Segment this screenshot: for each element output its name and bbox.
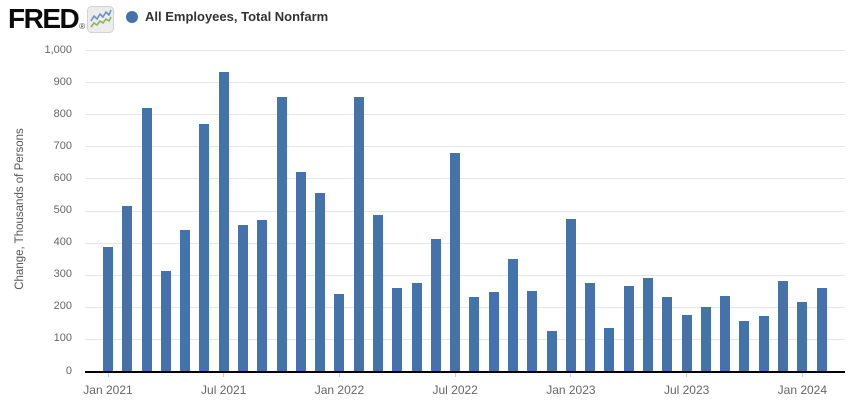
- bar-chart-plot-area[interactable]: [85, 50, 845, 371]
- y-tick-label-500: 500: [53, 204, 72, 216]
- bar-apr-2023[interactable]: [623, 285, 634, 371]
- x-tick-label-jan-2022: Jan 2022: [314, 383, 365, 397]
- bar-nov-2022[interactable]: [527, 290, 538, 371]
- bar-feb-2022[interactable]: [353, 96, 364, 371]
- fred-logo[interactable]: FRED ®: [8, 3, 115, 34]
- x-tick-label-jul-2021: Jul 2021: [201, 383, 247, 397]
- y-tick-label-0: 0: [65, 364, 72, 377]
- bar-mar-2021[interactable]: [141, 107, 152, 371]
- bar-jul-2023[interactable]: [681, 314, 692, 371]
- y-tick-label-700: 700: [53, 139, 72, 152]
- bar-sep-2021[interactable]: [257, 220, 268, 371]
- bar-oct-2022[interactable]: [508, 258, 519, 371]
- bar-aug-2023[interactable]: [700, 306, 711, 371]
- bar-apr-2022[interactable]: [392, 287, 403, 371]
- y-tick-label-900: 900: [53, 75, 72, 88]
- gridline-700: [85, 146, 845, 148]
- bar-oct-2023[interactable]: [739, 321, 750, 371]
- bar-jun-2023[interactable]: [662, 297, 673, 371]
- gridline-800: [85, 114, 845, 116]
- x-tick-mark-jul-2022: [454, 373, 456, 377]
- bar-aug-2022[interactable]: [469, 297, 480, 371]
- bar-jun-2021[interactable]: [199, 123, 210, 371]
- bar-jan-2024[interactable]: [797, 301, 808, 371]
- bar-jul-2021[interactable]: [218, 72, 229, 371]
- y-tick-label-800: 800: [53, 107, 72, 120]
- bar-may-2022[interactable]: [411, 282, 422, 371]
- bar-apr-2021[interactable]: [160, 271, 171, 371]
- y-tick-label-400: 400: [53, 236, 72, 249]
- y-tick-label-200: 200: [53, 300, 72, 313]
- bar-jan-2023[interactable]: [565, 218, 576, 371]
- bar-dec-2022[interactable]: [546, 330, 557, 371]
- bar-jan-2021[interactable]: [103, 247, 113, 371]
- x-tick-label-jan-2023: Jan 2023: [546, 383, 596, 397]
- bar-jul-2022[interactable]: [450, 152, 461, 371]
- gridline-600: [85, 178, 845, 180]
- bar-oct-2021[interactable]: [276, 96, 287, 371]
- legend-label: All Employees, Total Nonfarm: [145, 9, 329, 24]
- fred-logo-text: FRED: [8, 3, 80, 34]
- gridline-500: [85, 210, 845, 212]
- bar-jan-2022[interactable]: [334, 293, 345, 371]
- y-tick-label-600: 600: [53, 171, 72, 184]
- x-tick-mark-jan-2023: [570, 373, 572, 377]
- bar-nov-2023[interactable]: [758, 316, 769, 371]
- gridline-100: [85, 338, 845, 340]
- gridline-300: [85, 274, 845, 276]
- x-tick-label-jan-2021: Jan 2021: [83, 383, 133, 397]
- gridline-1000: [85, 50, 845, 51]
- bar-jun-2022[interactable]: [430, 239, 441, 371]
- fred-logo-sparkline-icon: [87, 5, 115, 33]
- x-tick-mark-jul-2023: [686, 373, 688, 377]
- x-tick-mark-jan-2022: [338, 373, 340, 377]
- bar-feb-2023[interactable]: [585, 282, 596, 371]
- bar-may-2021[interactable]: [180, 229, 191, 371]
- y-tick-label-300: 300: [53, 268, 72, 281]
- bar-aug-2021[interactable]: [238, 224, 248, 371]
- bar-sep-2022[interactable]: [488, 292, 499, 371]
- gridline-200: [85, 306, 845, 308]
- bar-dec-2021[interactable]: [315, 192, 326, 371]
- x-tick-label-jul-2023: Jul 2023: [663, 383, 710, 397]
- x-tick-mark-jan-2024: [801, 373, 803, 377]
- registered-trademark-icon: ®: [79, 22, 86, 31]
- x-axis-line: [85, 371, 845, 373]
- legend-item-total-nonfarm[interactable]: All Employees, Total Nonfarm: [126, 9, 328, 24]
- chart-header: FRED ® All Employees, Total Nonfarm: [0, 0, 850, 38]
- y-tick-label-100: 100: [53, 332, 72, 345]
- x-tick-label-jan-2024: Jan 2024: [777, 383, 828, 397]
- gridline-400: [85, 242, 845, 244]
- x-tick-label-jul-2022: Jul 2022: [432, 383, 478, 397]
- bar-may-2023[interactable]: [643, 277, 654, 371]
- bar-mar-2022[interactable]: [373, 215, 384, 371]
- y-tick-label-1-000: 1,000: [44, 43, 72, 56]
- x-tick-mark-jul-2021: [223, 373, 225, 377]
- bar-sep-2023[interactable]: [720, 295, 731, 371]
- legend-marker-icon: [126, 10, 138, 23]
- gridline-900: [85, 82, 845, 84]
- bar-feb-2024[interactable]: [816, 287, 827, 371]
- bar-mar-2023[interactable]: [604, 327, 615, 371]
- bar-nov-2021[interactable]: [295, 171, 306, 371]
- bar-dec-2023[interactable]: [778, 281, 789, 371]
- x-tick-mark-jan-2021: [107, 373, 109, 377]
- bar-feb-2021[interactable]: [122, 205, 133, 371]
